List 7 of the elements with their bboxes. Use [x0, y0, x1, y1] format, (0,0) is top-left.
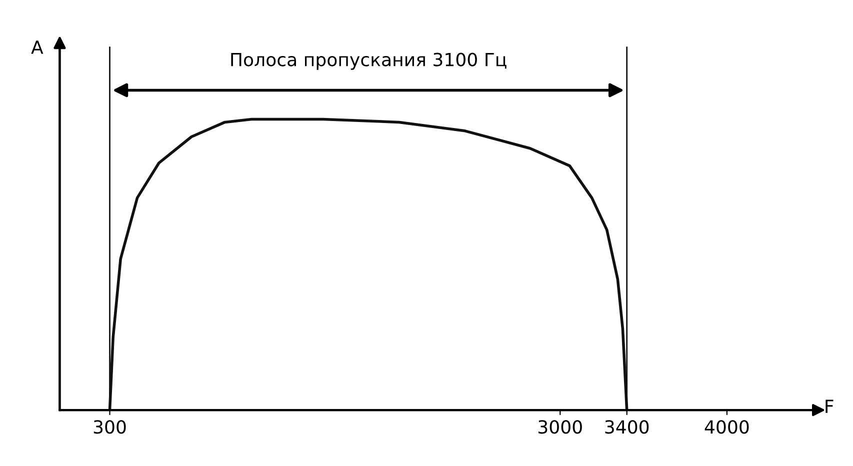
x-tick-label: 3400: [605, 420, 649, 434]
x-tick-label: 3000: [538, 420, 582, 434]
x-tick-label: 300: [94, 420, 126, 434]
text: Полоса пропускания 3100 Гц: [231, 52, 506, 70]
y-axis-title: A: [31, 40, 44, 54]
x-tick-label: 4000: [704, 420, 749, 434]
x-axis-title: F: [826, 400, 834, 413]
